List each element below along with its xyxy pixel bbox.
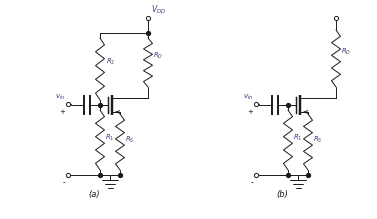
Text: -: - [250, 178, 253, 187]
Text: $V_{DD}$: $V_{DD}$ [151, 4, 166, 16]
Text: $R_S$: $R_S$ [125, 135, 134, 145]
Text: $R_S$: $R_S$ [313, 135, 322, 145]
Text: +: + [247, 109, 253, 115]
Text: (b): (b) [276, 190, 288, 199]
Text: $R_D$: $R_D$ [341, 46, 351, 57]
Text: (a): (a) [88, 190, 100, 199]
Text: +: + [59, 109, 65, 115]
Text: $R_D$: $R_D$ [153, 51, 163, 61]
Text: -: - [62, 178, 65, 187]
Text: $R_1$: $R_1$ [293, 133, 302, 143]
Text: $R_1$: $R_1$ [105, 133, 114, 143]
Text: $v_{in}$: $v_{in}$ [55, 93, 65, 102]
Text: $R_2$: $R_2$ [106, 57, 115, 67]
Text: $v_{in}$: $v_{in}$ [243, 93, 253, 102]
